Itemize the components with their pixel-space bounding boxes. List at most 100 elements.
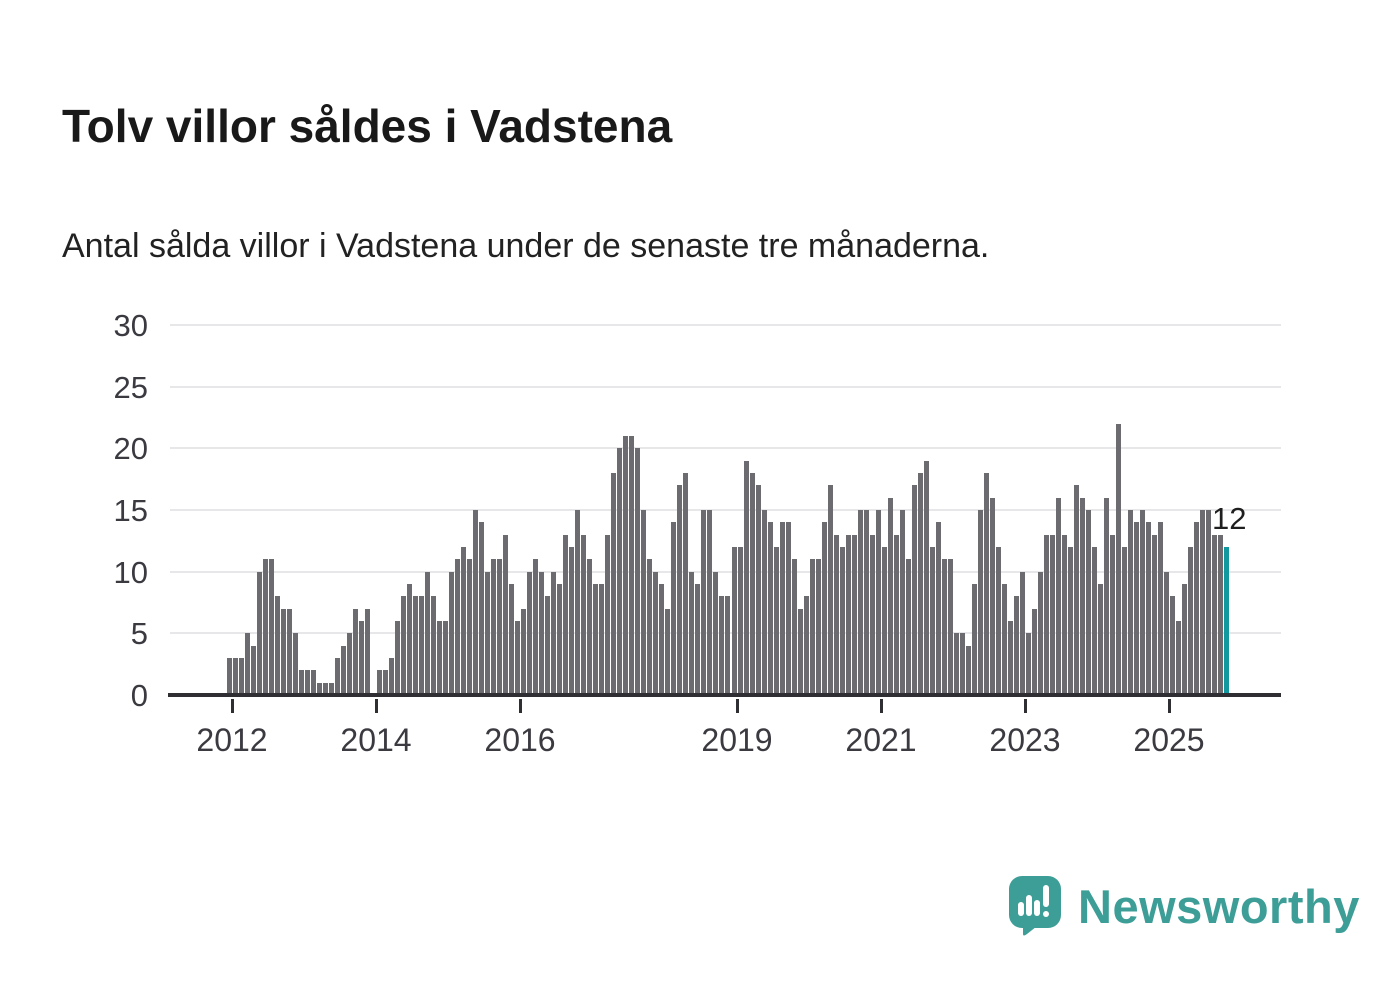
bar <box>1206 510 1211 695</box>
bar <box>623 436 628 695</box>
bar <box>437 621 442 695</box>
bar <box>834 535 839 695</box>
bar <box>701 510 706 695</box>
bar <box>353 609 358 695</box>
bar <box>503 535 508 695</box>
bar <box>251 646 256 695</box>
bar <box>822 522 827 695</box>
bar <box>1200 510 1205 695</box>
bar <box>521 609 526 695</box>
y-axis-tick-label: 30 <box>113 308 148 343</box>
bar <box>509 584 514 695</box>
bar <box>707 510 712 695</box>
bar <box>948 559 953 695</box>
bar <box>1176 621 1181 695</box>
bar <box>930 547 935 695</box>
bar <box>689 572 694 695</box>
bar <box>347 633 352 695</box>
bar <box>924 461 929 695</box>
bar <box>882 547 887 695</box>
bar <box>305 670 310 695</box>
bar <box>1158 522 1163 695</box>
bar <box>587 559 592 695</box>
bar <box>635 448 640 695</box>
bar <box>954 633 959 695</box>
bar <box>671 522 676 695</box>
bar <box>581 535 586 695</box>
bar <box>828 485 833 695</box>
bar <box>293 633 298 695</box>
newsworthy-logo-icon <box>1008 875 1062 937</box>
bar <box>1128 510 1133 695</box>
bar <box>527 572 532 695</box>
bar <box>966 646 971 695</box>
bar <box>912 485 917 695</box>
bar <box>918 473 923 695</box>
bar <box>275 596 280 695</box>
bar <box>840 547 845 695</box>
bar <box>569 547 574 695</box>
bar <box>1086 510 1091 695</box>
bar <box>888 498 893 695</box>
bar <box>804 596 809 695</box>
bar <box>978 510 983 695</box>
bar <box>1146 522 1151 695</box>
bar <box>365 609 370 695</box>
bar <box>984 473 989 695</box>
bar <box>617 448 622 695</box>
x-axis-year-label: 2016 <box>484 722 556 758</box>
bar <box>683 473 688 695</box>
bar <box>593 584 598 695</box>
bar <box>900 510 905 695</box>
bar <box>449 572 454 695</box>
bar <box>383 670 388 695</box>
bar <box>846 535 851 695</box>
bar <box>407 584 412 695</box>
bar <box>485 572 490 695</box>
bar <box>1110 535 1115 695</box>
page-title: Tolv villor såldes i Vadstena <box>62 99 673 152</box>
bar <box>629 436 634 695</box>
branding: Newsworthy <box>1008 874 1360 938</box>
bar <box>1080 498 1085 695</box>
bar <box>539 572 544 695</box>
bar <box>575 510 580 695</box>
bar <box>1074 485 1079 695</box>
last-value-label: 12 <box>1212 501 1247 536</box>
bar <box>1140 510 1145 695</box>
bar <box>317 683 322 695</box>
bar <box>491 559 496 695</box>
bar <box>479 522 484 695</box>
bar <box>431 596 436 695</box>
bar <box>1038 572 1043 695</box>
bar <box>780 522 785 695</box>
bar <box>665 609 670 695</box>
bar <box>641 510 646 695</box>
bar <box>1008 621 1013 695</box>
x-axis-line <box>168 693 1281 697</box>
bar <box>858 510 863 695</box>
bar <box>719 596 724 695</box>
bar <box>497 559 502 695</box>
bar <box>1062 535 1067 695</box>
bar <box>389 658 394 695</box>
bar <box>473 510 478 695</box>
bar <box>870 535 875 695</box>
bar <box>401 596 406 695</box>
bar <box>1020 572 1025 695</box>
bar <box>611 473 616 695</box>
bar <box>377 670 382 695</box>
bar <box>972 584 977 695</box>
bar <box>1068 547 1073 695</box>
x-axis-year-label: 2021 <box>845 722 917 758</box>
bar <box>281 609 286 695</box>
x-axis-tick <box>231 699 234 713</box>
x-axis-tick <box>736 699 739 713</box>
bar <box>1218 535 1223 695</box>
bar <box>1044 535 1049 695</box>
y-gridline <box>170 385 1281 388</box>
y-gridline <box>170 324 1281 326</box>
bar <box>419 596 424 695</box>
bar <box>335 658 340 695</box>
